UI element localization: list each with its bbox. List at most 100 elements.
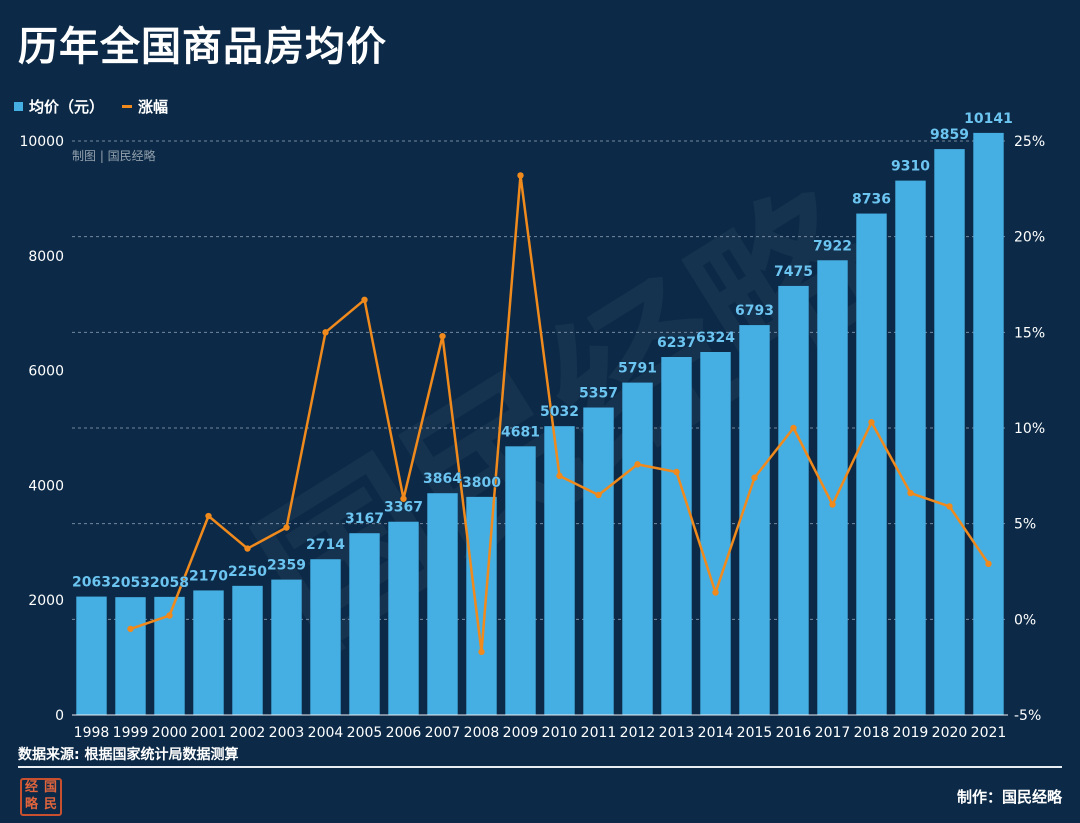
price-bar	[895, 180, 926, 715]
growth-point	[205, 512, 212, 520]
growth-point	[712, 589, 719, 596]
growth-point	[244, 545, 251, 552]
growth-point	[322, 329, 329, 336]
legend-item-price: 均价（元）	[14, 96, 104, 117]
right-axis-tick-label: 5%	[1014, 517, 1036, 533]
bar-value-label: 2058	[150, 575, 189, 591]
x-axis-tick-label: 2001	[191, 725, 227, 741]
left-axis-tick-label: 0	[55, 708, 64, 724]
x-axis-tick-label: 2021	[971, 725, 1007, 741]
x-axis-tick-label: 2002	[230, 725, 266, 741]
price-bar	[271, 579, 302, 715]
legend-price-label: 均价（元）	[29, 98, 105, 116]
growth-point	[400, 495, 407, 502]
bar-value-label: 5357	[579, 386, 618, 402]
x-axis-tick-label: 2004	[308, 725, 344, 741]
seal-char: 经	[24, 780, 38, 795]
footer-divider	[18, 766, 1062, 768]
price-bar	[427, 493, 458, 715]
bar-value-label: 7922	[813, 238, 852, 254]
price-bar	[349, 533, 380, 715]
x-axis-tick-label: 1999	[113, 725, 149, 741]
x-axis-tick-label: 2014	[698, 725, 734, 741]
bar-value-label: 3864	[423, 471, 462, 487]
bar-value-label: 2063	[72, 575, 111, 591]
chart-legend: 均价（元） 涨幅	[14, 96, 168, 117]
chart-watermark-label: 制图 | 国民经略	[72, 148, 156, 163]
bar-value-label: 4681	[501, 424, 540, 440]
bar-value-label: 5032	[540, 404, 579, 420]
growth-point	[868, 419, 875, 426]
x-axis-tick-label: 2007	[425, 725, 461, 741]
left-axis-tick-label: 2000	[28, 593, 64, 609]
growth-point	[790, 424, 797, 432]
legend-bar-swatch	[14, 102, 23, 111]
growth-point	[556, 472, 563, 480]
growth-point	[361, 296, 368, 304]
price-bar	[505, 446, 536, 715]
growth-point	[829, 501, 836, 508]
seal-char: 国	[43, 780, 57, 795]
data-source-note: 数据来源: 根据国家统计局数据测算	[18, 747, 239, 763]
x-axis-tick-label: 2005	[347, 725, 383, 741]
growth-point	[127, 625, 134, 633]
growth-point	[595, 491, 602, 499]
right-axis-tick-label: -5%	[1014, 708, 1041, 724]
price-bar	[76, 596, 107, 715]
x-axis-tick-label: 2003	[269, 725, 305, 741]
right-axis-tick-label: 0%	[1014, 612, 1036, 628]
legend-growth-label: 涨幅	[138, 98, 169, 116]
bar-value-label: 3167	[345, 511, 384, 527]
growth-point	[673, 468, 680, 476]
price-bar	[583, 407, 614, 715]
price-bar	[622, 382, 653, 715]
bar-value-label: 6793	[735, 303, 774, 319]
x-axis-tick-label: 1998	[74, 725, 110, 741]
price-bar	[232, 585, 263, 715]
right-axis-tick-label: 25%	[1014, 134, 1045, 150]
bar-value-label: 5791	[618, 361, 657, 377]
price-bar	[388, 521, 419, 715]
growth-point	[166, 612, 173, 619]
x-axis-tick-label: 2015	[737, 725, 773, 741]
x-axis-tick-label: 2009	[503, 725, 539, 741]
bar-value-label: 2053	[111, 575, 150, 591]
growth-point	[751, 474, 758, 481]
bar-value-label: 8736	[852, 192, 891, 208]
price-bar	[778, 285, 809, 715]
x-axis-tick-label: 2020	[932, 725, 968, 741]
growth-point	[439, 332, 446, 340]
bar-value-label: 6324	[696, 330, 735, 346]
bar-value-label: 9310	[891, 159, 930, 175]
legend-item-growth: 涨幅	[122, 96, 168, 117]
x-axis-tick-label: 2018	[854, 725, 890, 741]
price-bar	[700, 352, 731, 715]
growth-point	[907, 489, 914, 497]
bar-value-label: 6237	[657, 335, 696, 351]
price-bar	[193, 590, 224, 715]
x-axis-tick-label: 2006	[386, 725, 422, 741]
x-axis-tick-label: 2012	[620, 725, 656, 741]
price-bar	[115, 597, 146, 715]
bar-value-label: 3367	[384, 500, 423, 516]
bar-value-label: 2250	[228, 564, 267, 580]
bar-value-label: 3800	[462, 475, 501, 491]
bar-value-label: 9859	[930, 127, 969, 143]
growth-point	[517, 172, 524, 179]
x-axis-tick-label: 2008	[464, 725, 500, 741]
x-axis-tick-label: 2019	[893, 725, 929, 741]
left-axis-tick-label: 8000	[28, 249, 64, 265]
right-axis-tick-label: 20%	[1014, 230, 1045, 246]
price-bar	[661, 356, 692, 715]
logo-seal: 经 国 略 民	[20, 778, 62, 816]
price-bar	[856, 213, 887, 716]
bar-value-label: 7475	[774, 264, 813, 280]
growth-point	[283, 524, 290, 531]
x-axis-tick-label: 2011	[581, 725, 617, 741]
bar-value-label: 2170	[189, 568, 228, 584]
price-bar	[310, 559, 341, 715]
price-bar	[817, 260, 848, 715]
x-axis-tick-label: 2013	[659, 725, 695, 741]
seal-char: 民	[43, 797, 57, 812]
